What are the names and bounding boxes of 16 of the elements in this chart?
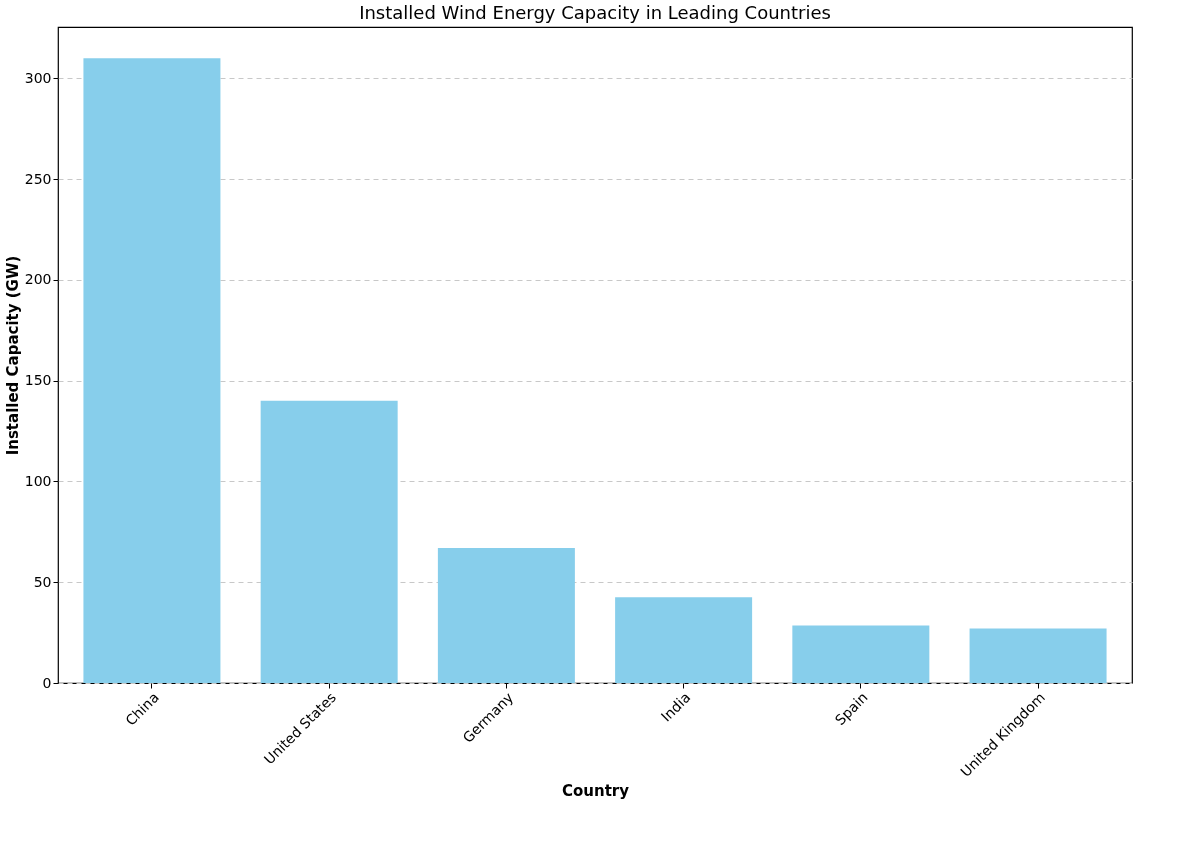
y-axis-title: Installed Capacity (GW)	[3, 255, 22, 456]
bar	[260, 400, 398, 683]
y-tick-label: 300	[24, 69, 52, 86]
bar	[792, 625, 930, 683]
y-tick-label: 150	[24, 372, 52, 389]
y-tick-label: 0	[42, 674, 52, 691]
y-tick-label: 50	[33, 573, 52, 590]
bar	[83, 58, 221, 683]
y-tick-label: 100	[24, 472, 52, 489]
chart-title: Installed Wind Energy Capacity in Leading Countries	[359, 2, 831, 23]
bar	[615, 597, 753, 683]
y-tick-label: 200	[24, 271, 52, 288]
bar	[969, 628, 1107, 683]
y-tick-label: 250	[24, 170, 52, 187]
x-axis-title: Country	[561, 781, 630, 800]
bar	[437, 547, 575, 683]
